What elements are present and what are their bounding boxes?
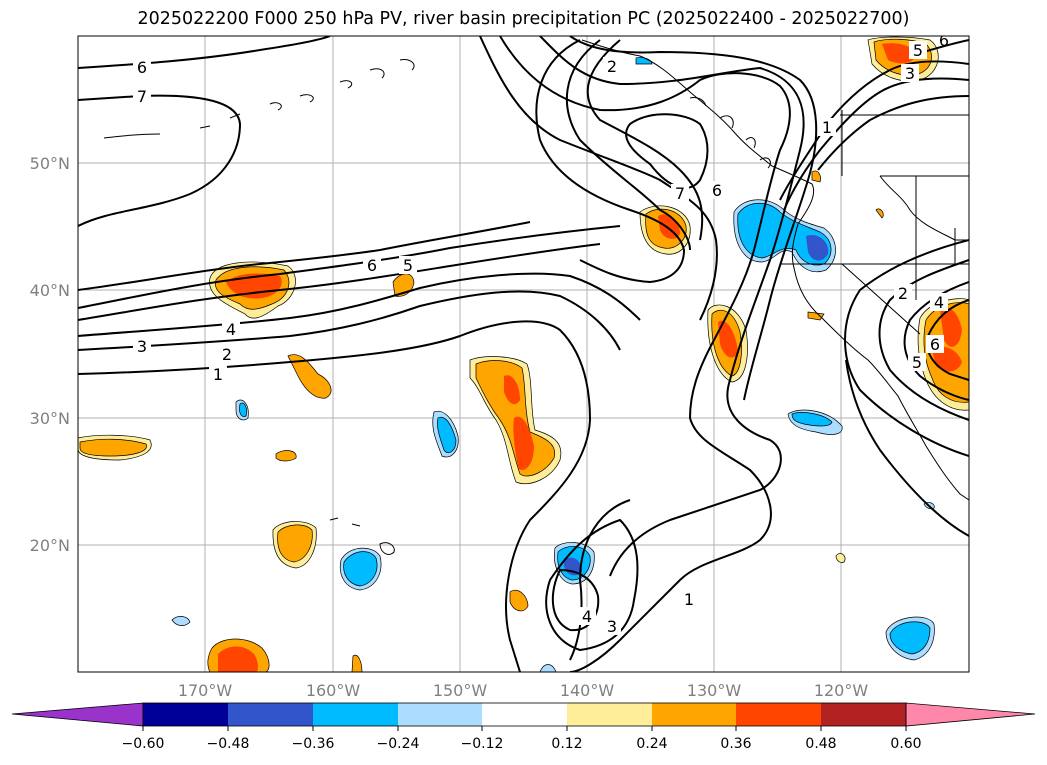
pv-label: 1 <box>213 365 223 384</box>
colorbar-ticks: −0.60 −0.48 −0.36 −0.24 −0.12 0.12 0.24 … <box>122 726 922 752</box>
pv-label: 4 <box>582 607 592 626</box>
colorbar-tick-label: 0.12 <box>551 736 582 752</box>
colorbar-segment <box>398 703 482 726</box>
lat-label-30n: 30°N <box>30 409 70 428</box>
colorbar-tick-label: −0.60 <box>122 736 165 752</box>
pv-label: 5 <box>912 353 922 372</box>
lon-label-140w: 140°W <box>560 681 615 700</box>
colorbar-segment <box>482 703 567 726</box>
pv-contour-labels: 6 7 2 1 7 6 6 5 4 3 2 1 2 4 <box>133 31 949 636</box>
pv-label: 2 <box>898 284 908 303</box>
longitude-labels: 170°W 160°W 150°W 140°W 130°W 120°W <box>178 681 869 700</box>
colorbar-tick-label: −0.12 <box>461 736 504 752</box>
colorbar-tick-label: −0.48 <box>207 736 250 752</box>
pv-label: 3 <box>905 64 915 83</box>
map-frame <box>77 35 970 673</box>
pv-label: 4 <box>226 320 236 339</box>
page-title: 2025022200 F000 250 hPa PV, river basin … <box>137 9 910 29</box>
pv-label: 7 <box>675 184 685 203</box>
lon-label-160w: 160°W <box>306 681 361 700</box>
pv-label: 5 <box>913 41 923 60</box>
colorbar-tick-label: 0.24 <box>636 736 667 752</box>
lon-label-150w: 150°W <box>433 681 488 700</box>
map-area: 6 7 2 1 7 6 6 5 4 3 2 1 2 4 <box>78 31 969 672</box>
pv-label: 7 <box>137 87 147 106</box>
lat-label-40n: 40°N <box>30 281 70 300</box>
lat-label-50n: 50°N <box>30 154 70 173</box>
lon-label-170w: 170°W <box>178 681 233 700</box>
pv-label: 6 <box>137 58 147 77</box>
positive-precip-anomalies <box>78 36 969 672</box>
colorbar-segment <box>313 703 398 726</box>
lat-label-20n: 20°N <box>30 536 70 555</box>
colorbar-tick-label: 0.48 <box>805 736 836 752</box>
colorbar-tick-label: −0.36 <box>292 736 335 752</box>
pv-label: 6 <box>939 31 949 50</box>
latitude-labels: 50°N 40°N 30°N 20°N <box>30 154 70 555</box>
colorbar-segment <box>228 703 313 726</box>
pv-label: 6 <box>712 181 722 200</box>
colorbar-segment <box>652 703 736 726</box>
colorbar-segment <box>567 703 652 726</box>
pv-label: 2 <box>607 57 617 76</box>
pv-label: 5 <box>403 256 413 275</box>
pv-label: 1 <box>684 590 694 609</box>
pv-label: 2 <box>222 345 232 364</box>
colorbar-tick-label: 0.60 <box>890 736 921 752</box>
pv-label: 1 <box>822 118 832 137</box>
lon-label-130w: 130°W <box>687 681 742 700</box>
pv-label: 6 <box>367 256 377 275</box>
colorbar-extend-low <box>11 702 144 727</box>
colorbar-segment <box>143 703 228 726</box>
colorbar-segment <box>821 703 906 726</box>
lon-label-120w: 120°W <box>814 681 869 700</box>
pv-contours <box>78 36 969 672</box>
colorbar-tick-label: 0.36 <box>720 736 751 752</box>
pv-label: 3 <box>607 617 617 636</box>
pv-label: 6 <box>930 335 940 354</box>
colorbar: −0.60 −0.48 −0.36 −0.24 −0.12 0.12 0.24 … <box>11 702 1036 752</box>
pv-label: 3 <box>137 337 147 356</box>
colorbar-segment <box>736 703 821 726</box>
colorbar-tick-label: −0.24 <box>377 736 420 752</box>
colorbar-extend-high <box>905 702 1036 727</box>
pv-label: 4 <box>934 293 944 312</box>
